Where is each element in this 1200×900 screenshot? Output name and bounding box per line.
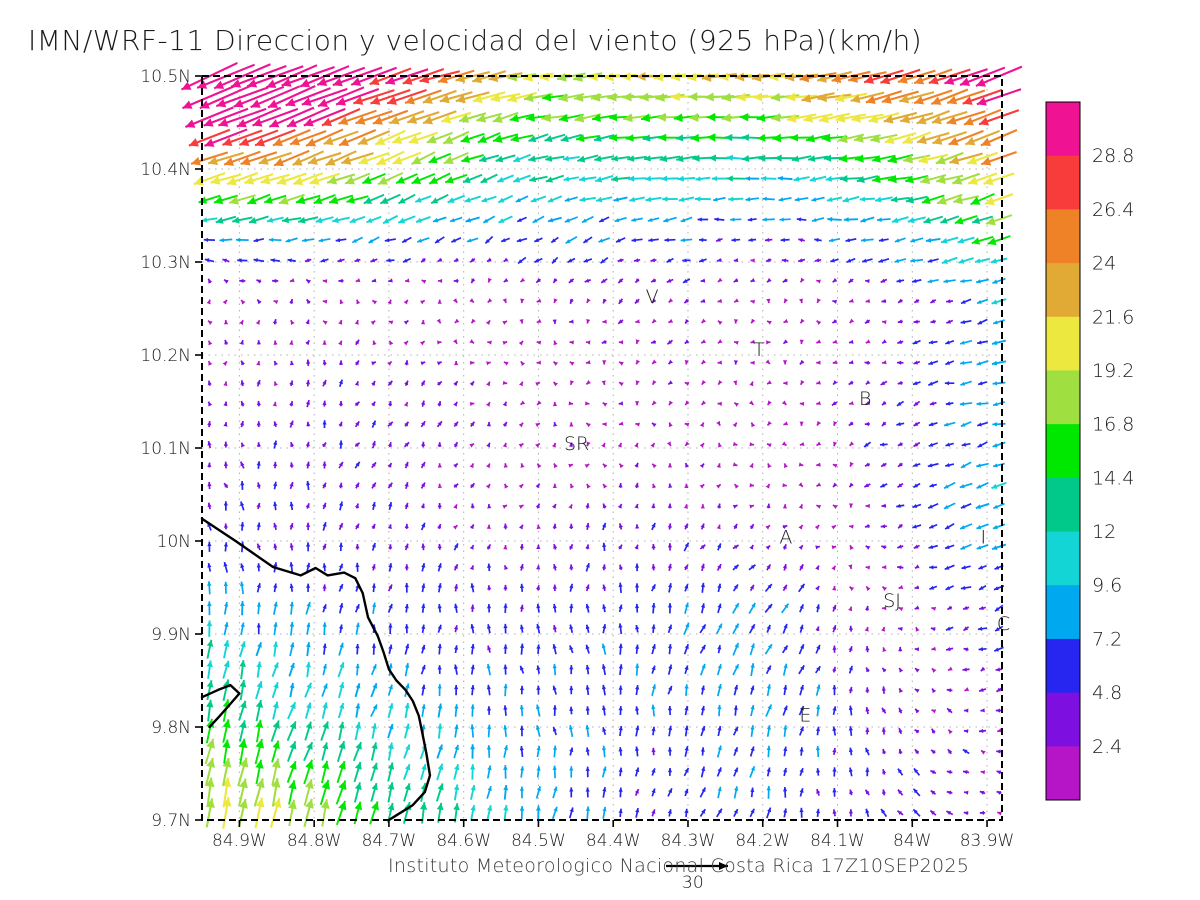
colorbar-tick-label: 14.4 [1092,467,1134,489]
coastline-layer [200,517,432,822]
y-tick-label: 10.4N [140,160,191,180]
x-tick-label: 84.2W [735,831,790,851]
colorbar-band [1046,102,1080,157]
city-labels-layer: V T B SR A I SJ C E [564,286,1010,727]
colorbar-band [1046,477,1080,533]
city-label-i: I [981,527,987,549]
colorbar-band [1046,531,1080,586]
colorbar-tick-label: 26.4 [1092,199,1134,221]
colorbar: 28.8 26.4 24 21.6 19.2 16.8 14.4 12 9.6 7.2 4.8 2.4 [1045,101,1134,801]
x-axis: 84.9W 84.8W 84.7W 84.6W 84.5W 84.4W 84.3W 84.2W… [212,820,1014,851]
x-tick-label: 84.6W [436,831,491,851]
colorbar-tick-label: 9.6 [1092,575,1122,597]
x-tick-label: 84.7W [362,831,417,851]
x-tick-label: 84.1W [810,831,865,851]
x-tick-label: 83.9W [960,831,1015,851]
colorbar-band [1046,692,1080,747]
city-label-v: V [646,286,659,308]
city-label-t: T [753,339,765,361]
city-label-a: A [779,527,792,549]
colorbar-tick-label: 12 [1092,521,1116,543]
colorbar-tick-label: 16.8 [1092,414,1134,436]
colorbar-tick-label: 7.2 [1092,628,1122,650]
x-tick-label: 84.8W [287,831,342,851]
y-tick-label: 9.8N [151,718,191,738]
city-label-sr: SR [564,433,589,455]
y-axis: 10.5N 10.4N 10.3N 10.2N 10.1N 10N 9.9N 9.8N 9.7N [140,67,202,831]
y-tick-label: 10.2N [140,346,191,366]
colorbar-band [1046,424,1080,479]
x-tick-label: 84.9W [212,831,267,851]
x-tick-label: 84.5W [511,831,566,851]
figure-caption: Instituto Meteorologico Nacional Costa R… [388,855,970,877]
y-tick-label: 10N [157,532,191,552]
colorbar-band [1046,370,1080,425]
colorbar-tick-label: 21.6 [1092,306,1134,328]
colorbar-band [1046,585,1080,640]
colorbar-band [1046,263,1080,318]
y-tick-label: 10.5N [140,67,191,87]
y-tick-label: 9.7N [151,811,191,831]
city-label-sj: SJ [883,590,901,612]
colorbar-band [1046,316,1080,371]
colorbar-band [1046,638,1080,694]
colorbar-tick-label: 4.8 [1092,682,1122,704]
y-tick-label: 10.3N [140,253,191,273]
reference-vector [666,862,728,870]
plot-frame [201,75,1003,821]
page-title: IMN/WRF-11 Direccion y velocidad del vie… [28,24,923,57]
colorbar-band [1046,746,1080,801]
y-tick-label: 10.1N [140,439,191,459]
city-label-b: B [859,388,871,410]
y-tick-label: 9.9N [151,625,191,645]
city-label-c: C [997,613,1010,635]
reference-vector-label: 30 [682,873,704,893]
colorbar-band [1046,155,1080,210]
city-label-e: E [799,704,811,726]
colorbar-tick-label: 28.8 [1092,145,1134,167]
x-tick-label: 84.4W [586,831,641,851]
x-tick-label: 84.3W [661,831,716,851]
wind-arrows-layer [180,62,1023,829]
colorbar-tick-label: 24 [1092,253,1116,275]
colorbar-tick-label: 2.4 [1092,736,1122,758]
colorbar-tick-label: 19.2 [1092,360,1134,382]
colorbar-band [1046,209,1080,264]
x-tick-label: 84W [893,831,931,851]
